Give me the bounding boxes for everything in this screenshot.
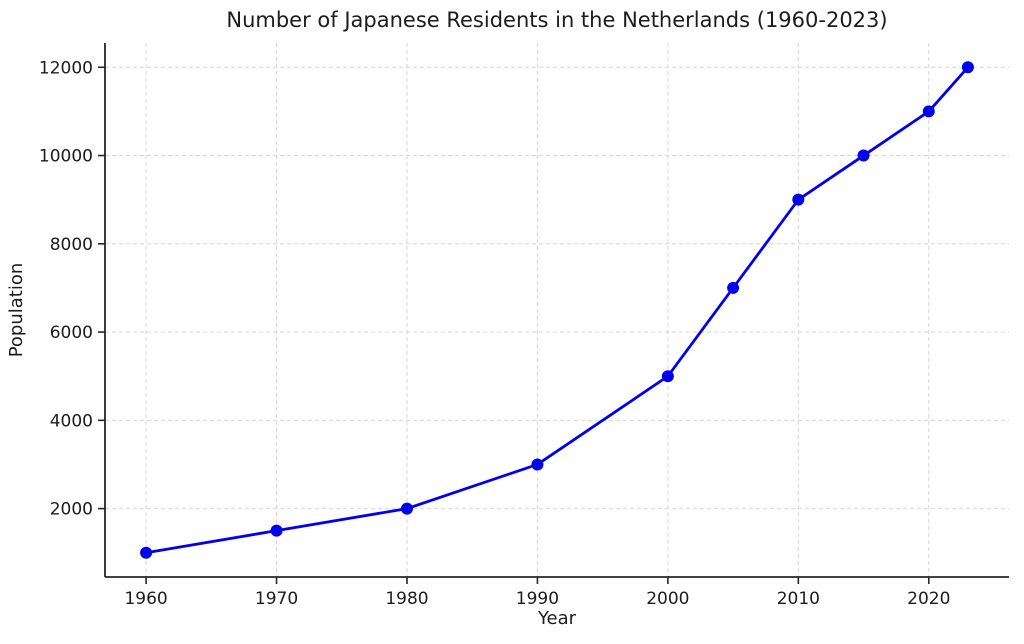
data-point-1990 xyxy=(531,458,544,471)
x-axis-label: Year xyxy=(537,608,577,629)
x-tick-label: 1980 xyxy=(385,589,428,609)
y-tick-label: 12000 xyxy=(39,58,93,78)
data-point-2005 xyxy=(727,281,740,294)
x-tick-label: 1960 xyxy=(124,589,167,609)
y-tick-label: 8000 xyxy=(50,235,93,255)
data-series-line xyxy=(144,65,970,555)
data-point-2000 xyxy=(661,370,674,383)
y-tick-label: 2000 xyxy=(50,500,93,520)
y-tick-label: 10000 xyxy=(39,147,93,167)
data-point-2020 xyxy=(922,105,935,118)
data-point-2015 xyxy=(857,149,870,162)
x-tick-label: 2000 xyxy=(646,589,689,609)
y-tick-label: 6000 xyxy=(50,323,93,343)
y-tick-label: 4000 xyxy=(50,411,93,431)
data-point-1960 xyxy=(140,546,153,559)
x-tick-label: 2010 xyxy=(777,589,820,609)
chart-title: Number of Japanese Residents in the Neth… xyxy=(226,8,888,32)
data-point-1980 xyxy=(400,502,413,515)
x-tick-label: 1970 xyxy=(255,589,298,609)
data-point-2023 xyxy=(961,61,974,74)
x-tick-label: 2020 xyxy=(907,589,950,609)
data-point-1970 xyxy=(270,524,283,537)
data-point-2010 xyxy=(792,193,805,206)
x-tick-label: 1990 xyxy=(516,589,559,609)
